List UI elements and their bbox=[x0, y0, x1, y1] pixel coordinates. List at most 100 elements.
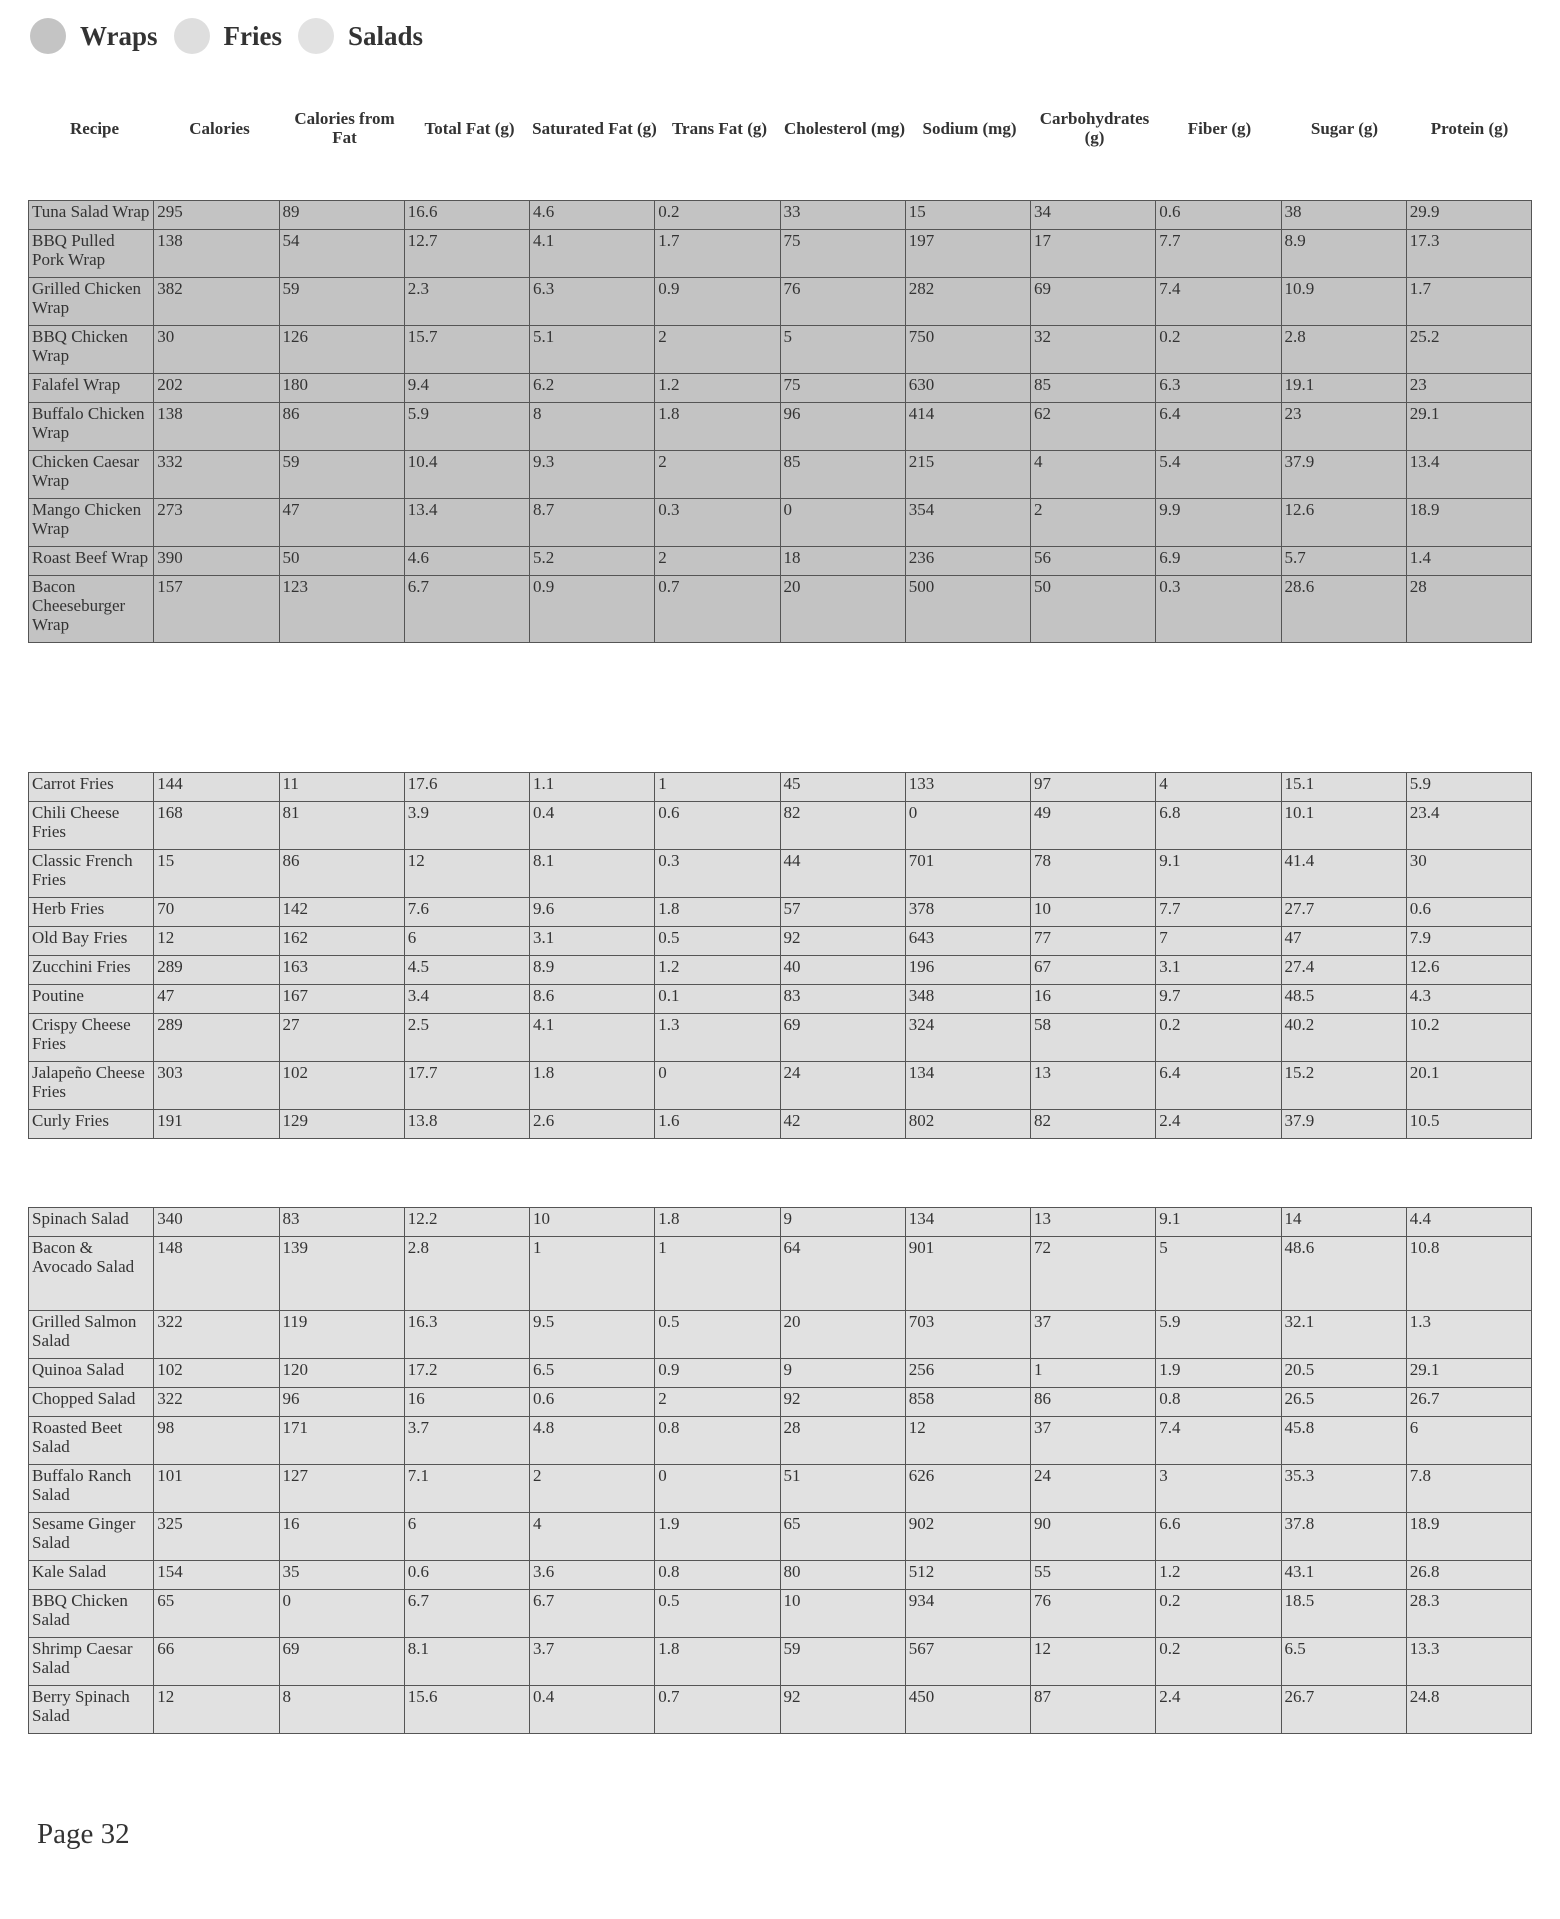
value-cell: 9.1 bbox=[1155, 849, 1282, 898]
table-row: Curly Fries 191 129 13.8 2.6 1.6 42 802 82 2.4 37.… bbox=[27, 1109, 1533, 1139]
value-cell: 1.8 bbox=[528, 1061, 656, 1110]
table-row: Spinach Salad 340 83 12.2 10 1.8 9 134 13 9.1 14 4.… bbox=[27, 1207, 1533, 1237]
value-cell: 30 bbox=[1405, 849, 1533, 898]
value-cell: 10.4 bbox=[403, 450, 531, 499]
value-cell: 630 bbox=[904, 373, 1032, 403]
value-cell: 38 bbox=[1280, 200, 1407, 230]
value-cell: 168 bbox=[153, 801, 280, 850]
value-cell: 0.6 bbox=[1155, 200, 1282, 230]
value-cell: 6.7 bbox=[403, 575, 531, 643]
column-header: Sugar (g) bbox=[1310, 118, 1379, 138]
value-cell: 23 bbox=[1405, 373, 1533, 403]
value-cell: 0.3 bbox=[654, 498, 781, 547]
value-cell: 0.9 bbox=[528, 575, 656, 643]
value-cell: 18.9 bbox=[1405, 1512, 1533, 1561]
value-cell: 28 bbox=[1405, 575, 1533, 643]
column-header: Calories bbox=[189, 118, 250, 138]
value-cell: 202 bbox=[153, 373, 280, 403]
legend-item-wraps[interactable]: Wraps bbox=[30, 18, 158, 54]
value-cell: 76 bbox=[779, 277, 906, 326]
value-cell: 37.9 bbox=[1280, 450, 1407, 499]
recipe-name-cell: Curly Fries bbox=[27, 1109, 155, 1139]
value-cell: 81 bbox=[278, 801, 405, 850]
value-cell: 701 bbox=[904, 849, 1032, 898]
value-cell: 3.6 bbox=[528, 1560, 656, 1590]
value-cell: 4.1 bbox=[528, 1013, 656, 1062]
value-cell: 1.8 bbox=[654, 402, 781, 451]
value-cell: 86 bbox=[278, 402, 405, 451]
value-cell: 512 bbox=[904, 1560, 1032, 1590]
value-cell: 0.6 bbox=[1405, 897, 1533, 927]
value-cell: 8.1 bbox=[528, 849, 656, 898]
recipe-name-cell: Quinoa Salad bbox=[27, 1358, 155, 1388]
value-cell: 643 bbox=[904, 926, 1032, 956]
value-cell: 41.4 bbox=[1280, 849, 1407, 898]
value-cell: 51 bbox=[779, 1464, 906, 1513]
value-cell: 85 bbox=[1029, 373, 1157, 403]
recipe-name-cell: Zucchini Fries bbox=[27, 955, 155, 985]
value-cell: 0.5 bbox=[654, 1310, 781, 1359]
value-cell: 101 bbox=[153, 1464, 280, 1513]
table-row: BBQ Pulled Pork Wrap 138 54 12.7 4.1 1.7 75 197… bbox=[27, 229, 1533, 278]
value-cell: 5.9 bbox=[1405, 772, 1533, 802]
value-cell: 123 bbox=[278, 575, 405, 643]
legend-item-salads[interactable]: Salads bbox=[298, 18, 423, 54]
value-cell: 154 bbox=[153, 1560, 280, 1590]
value-cell: 0 bbox=[278, 1589, 405, 1638]
table-row: Poutine 47 167 3.4 8.6 0.1 83 348 16 9.7 48.5 4.3 bbox=[27, 984, 1533, 1014]
column-header: Fiber (g) bbox=[1187, 118, 1252, 138]
recipe-name-cell: Shrimp Caesar Salad bbox=[27, 1637, 155, 1686]
recipe-name-cell: Carrot Fries bbox=[27, 772, 155, 802]
table-row: Herb Fries 70 142 7.6 9.6 1.8 57 378 10 7.7 27.7 0.… bbox=[27, 897, 1533, 927]
value-cell: 5 bbox=[1155, 1236, 1282, 1311]
table-row: BBQ Chicken Wrap 30 126 15.7 5.1 2 5 750 32 0.2 2.… bbox=[27, 325, 1533, 374]
table-row: Buffalo Ranch Salad 101 127 7.1 2 0 51 626 24 3 35… bbox=[27, 1464, 1533, 1513]
value-cell: 12.7 bbox=[403, 229, 531, 278]
value-cell: 1.7 bbox=[654, 229, 781, 278]
value-cell: 2.8 bbox=[1280, 325, 1407, 374]
value-cell: 414 bbox=[904, 402, 1032, 451]
value-cell: 59 bbox=[278, 277, 405, 326]
table-row: Roast Beef Wrap 390 50 4.6 5.2 2 18 236 56 6.9 5.7… bbox=[27, 546, 1533, 576]
value-cell: 18.9 bbox=[1405, 498, 1533, 547]
value-cell: 26.7 bbox=[1280, 1685, 1407, 1734]
value-cell: 6.7 bbox=[403, 1589, 531, 1638]
value-cell: 66 bbox=[153, 1637, 280, 1686]
value-cell: 500 bbox=[904, 575, 1032, 643]
recipe-name-cell: Grilled Chicken Wrap bbox=[27, 277, 155, 326]
value-cell: 47 bbox=[1280, 926, 1407, 956]
value-cell: 12 bbox=[904, 1416, 1032, 1465]
value-cell: 13 bbox=[1029, 1061, 1157, 1110]
value-cell: 171 bbox=[278, 1416, 405, 1465]
value-cell: 0.5 bbox=[654, 926, 781, 956]
recipe-name-cell: Spinach Salad bbox=[27, 1207, 155, 1237]
value-cell: 322 bbox=[153, 1310, 280, 1359]
value-cell: 17.3 bbox=[1405, 229, 1533, 278]
value-cell: 2.6 bbox=[528, 1109, 656, 1139]
value-cell: 9 bbox=[779, 1358, 906, 1388]
value-cell: 23 bbox=[1280, 402, 1407, 451]
value-cell: 5.4 bbox=[1155, 450, 1282, 499]
value-cell: 24 bbox=[779, 1061, 906, 1110]
value-cell: 33 bbox=[779, 200, 906, 230]
column-header: Trans Fat (g) bbox=[671, 118, 768, 138]
value-cell: 6.7 bbox=[528, 1589, 656, 1638]
value-cell: 9.9 bbox=[1155, 498, 1282, 547]
value-cell: 4.4 bbox=[1405, 1207, 1533, 1237]
value-cell: 98 bbox=[153, 1416, 280, 1465]
value-cell: 19.1 bbox=[1280, 373, 1407, 403]
value-cell: 3.7 bbox=[528, 1637, 656, 1686]
recipe-name-cell: BBQ Chicken Wrap bbox=[27, 325, 155, 374]
legend-label: Salads bbox=[348, 20, 424, 51]
legend-item-fries[interactable]: Fries bbox=[173, 18, 282, 54]
value-cell: 6.4 bbox=[1155, 402, 1282, 451]
value-cell: 54 bbox=[278, 229, 405, 278]
column-header: Sodium (mg) bbox=[922, 118, 1017, 138]
value-cell: 126 bbox=[278, 325, 405, 374]
table-row: Old Bay Fries 12 162 6 3.1 0.5 92 643 77 7 47 7.9 bbox=[27, 926, 1533, 956]
value-cell: 0.6 bbox=[528, 1387, 656, 1417]
value-cell: 15 bbox=[153, 849, 280, 898]
recipe-name-cell: Mango Chicken Wrap bbox=[27, 498, 155, 547]
value-cell: 2 bbox=[1029, 498, 1157, 547]
value-cell: 6.8 bbox=[1155, 801, 1282, 850]
